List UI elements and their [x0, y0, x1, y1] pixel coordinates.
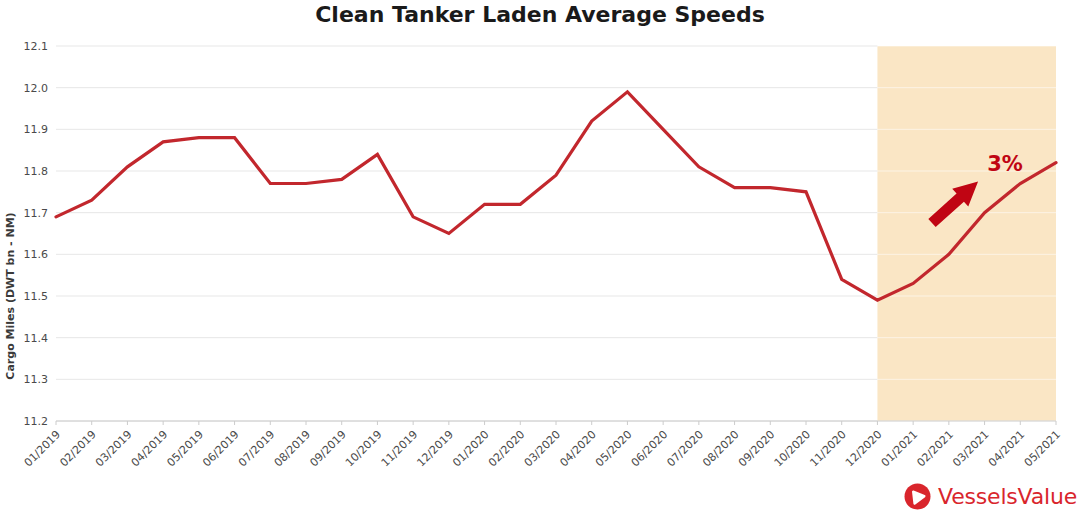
- y-tick-label: 12.0: [24, 82, 49, 95]
- x-tick-label: 01/2021: [879, 428, 921, 470]
- x-tick-label: 05/2019: [164, 428, 206, 470]
- x-tick-label: 09/2019: [307, 428, 349, 470]
- y-tick-label: 11.4: [24, 332, 49, 345]
- x-tick-label: 04/2021: [986, 428, 1028, 470]
- x-tick-label: 05/2020: [593, 428, 635, 470]
- x-tick-label: 12/2019: [414, 428, 456, 470]
- x-tick-label: 11/2019: [379, 428, 421, 470]
- plot-layer: 11.2 11.3 11.4 11.5 11.6 11.7 11.8 11.9 12.0 12.1…: [22, 40, 1064, 469]
- x-tick-label: 12/2020: [843, 428, 885, 470]
- x-tick-label: 07/2019: [236, 428, 278, 470]
- annotation-label: 3%: [987, 152, 1023, 176]
- x-tick-label: 02/2019: [57, 428, 99, 470]
- x-tick-label: 03/2019: [93, 428, 135, 470]
- x-tick-label: 03/2021: [950, 428, 992, 470]
- x-tick-label: 10/2019: [343, 428, 385, 470]
- x-tick-label: 05/2021: [1022, 428, 1064, 470]
- x-tick-label: 10/2020: [772, 428, 814, 470]
- x-tick-label: 07/2020: [664, 428, 706, 470]
- x-tick-label: 04/2019: [129, 428, 171, 470]
- x-tick-label: 02/2020: [486, 428, 528, 470]
- chart-canvas: 11.2 11.3 11.4 11.5 11.6 11.7 11.8 11.9 12.0 12.1…: [0, 0, 1080, 516]
- y-tick-label: 11.2: [24, 415, 49, 428]
- x-tick-label: 04/2020: [557, 428, 599, 470]
- vesselsvalue-logo-icon: [904, 483, 931, 510]
- x-tick-label: 01/2020: [450, 428, 492, 470]
- x-tick-label: 03/2020: [522, 428, 564, 470]
- x-axis-labels: 01/201902/201903/201904/201905/201906/20…: [22, 428, 1064, 470]
- x-tick-label: 08/2020: [700, 428, 742, 470]
- x-tick-label: 06/2020: [629, 428, 671, 470]
- x-tick-label: 01/2019: [22, 428, 64, 470]
- y-tick-label: 11.7: [24, 207, 49, 220]
- x-tick-label: 02/2021: [914, 428, 956, 470]
- x-tick-label: 09/2020: [736, 428, 778, 470]
- x-tick-label: 11/2020: [807, 428, 849, 470]
- y-tick-label: 11.5: [24, 290, 49, 303]
- y-tick-label: 11.6: [24, 248, 49, 261]
- y-tick-label: 12.1: [24, 40, 49, 53]
- x-tick-label: 08/2019: [272, 428, 314, 470]
- y-axis-labels: 11.2 11.3 11.4 11.5 11.6 11.7 11.8 11.9 12.0 12.1: [24, 40, 49, 428]
- y-tick-label: 11.3: [24, 373, 49, 386]
- y-tick-label: 11.8: [24, 165, 49, 178]
- y-tick-label: 11.9: [24, 123, 49, 136]
- x-axis-ticks: [56, 421, 1056, 425]
- vesselsvalue-logo-text: VesselsValue: [938, 484, 1077, 509]
- x-tick-label: 06/2019: [200, 428, 242, 470]
- vesselsvalue-logo: VesselsValue: [904, 483, 1077, 510]
- y-axis-title: Cargo Miles (DWT bn - NM): [4, 212, 17, 379]
